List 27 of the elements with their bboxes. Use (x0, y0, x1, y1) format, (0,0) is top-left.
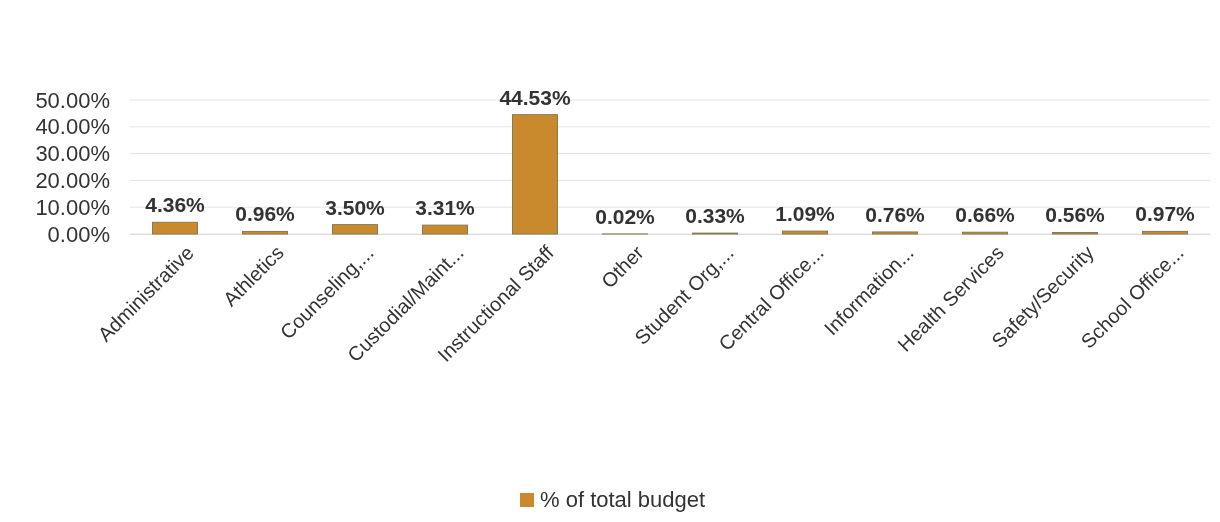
data-label: 4.36% (145, 193, 206, 217)
data-label: 3.50% (325, 195, 386, 219)
y-tick-label: 10.00% (35, 194, 110, 220)
data-label: 0.97% (1135, 202, 1196, 226)
y-tick-label: 40.00% (35, 114, 110, 140)
bar (512, 114, 558, 235)
y-tick-label: 0.00% (47, 221, 110, 247)
bar (872, 231, 918, 235)
data-label: 0.66% (955, 203, 1016, 227)
data-label: 0.96% (235, 202, 296, 226)
legend-label: % of total budget (540, 487, 706, 512)
data-label: 0.02% (595, 204, 656, 228)
data-label: 0.33% (685, 204, 746, 228)
bar (152, 221, 198, 235)
data-label: 0.56% (1045, 203, 1106, 227)
data-label: 3.31% (415, 196, 476, 220)
bar (242, 230, 288, 235)
data-label: 44.53% (499, 85, 571, 109)
bar (1142, 230, 1188, 235)
bar (782, 230, 828, 235)
y-tick-label: 50.00% (35, 87, 110, 113)
data-label: 0.76% (865, 202, 926, 226)
data-label: 1.09% (775, 202, 836, 226)
bar (332, 224, 378, 235)
y-tick-label: 30.00% (35, 141, 110, 167)
bar (422, 224, 468, 235)
y-tick-label: 20.00% (35, 167, 110, 193)
